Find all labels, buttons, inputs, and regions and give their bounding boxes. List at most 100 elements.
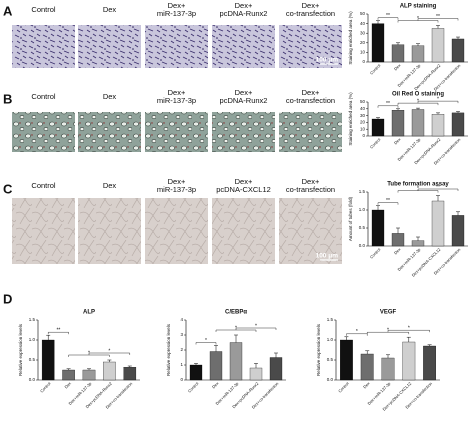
significance-bracket	[387, 330, 430, 333]
bar	[451, 215, 465, 247]
y-tick-label: 4	[180, 317, 183, 322]
column-label: Dex+	[168, 177, 186, 186]
y-tick-label: 10	[360, 126, 366, 131]
panel-letter: C	[3, 181, 13, 196]
x-tick-label: Control	[369, 63, 382, 76]
column-label: Dex+	[302, 1, 320, 10]
bar	[62, 369, 75, 381]
significance-label: *	[356, 329, 358, 335]
significance-label: **	[56, 328, 60, 334]
significance-bracket	[377, 17, 399, 20]
x-tick-label: Control	[187, 381, 200, 394]
bar	[391, 233, 405, 247]
x-tick-label: Dex	[362, 381, 371, 390]
y-tick-label: 30	[360, 30, 366, 35]
column-label: Dex+	[168, 1, 186, 10]
bar	[381, 357, 395, 381]
column-label: Dex+	[235, 177, 253, 186]
x-tick-label: Control	[369, 137, 382, 150]
micrograph	[12, 112, 75, 152]
significance-bracket	[346, 333, 368, 336]
bar	[41, 339, 55, 381]
significance-label: *	[108, 348, 110, 354]
column-label: miR-137-3p	[157, 185, 196, 194]
y-tick-label: 40	[360, 106, 366, 111]
y-tick-label: 30	[360, 113, 366, 118]
bar	[123, 367, 137, 381]
micrograph	[12, 25, 75, 68]
micrograph	[145, 112, 208, 152]
bar	[423, 345, 436, 381]
significance-bracket	[88, 352, 130, 355]
y-axis-label: Staining enriched area (%)	[348, 92, 353, 146]
column-label: pcDNA-Runx2	[220, 9, 268, 18]
significance-bracket	[417, 188, 459, 191]
bar	[451, 112, 465, 137]
bar	[402, 341, 416, 381]
column-label: Dex+	[302, 177, 320, 186]
significance-bracket	[195, 342, 217, 345]
y-tick-label: 50	[360, 99, 366, 104]
micrograph	[279, 198, 342, 264]
bar	[391, 44, 405, 63]
bar	[82, 369, 96, 381]
column-label: Control	[31, 92, 56, 101]
y-tick-label: 20	[360, 120, 366, 125]
micrograph	[12, 198, 75, 264]
significance-label: **	[386, 198, 390, 204]
column-label: Dex	[103, 5, 117, 14]
y-tick-label: 1.5	[359, 189, 366, 194]
y-tick-label: 0.5	[29, 357, 36, 362]
bar	[360, 353, 374, 381]
chart-title: C/EBPα	[225, 310, 247, 316]
column-label: co-transfection	[286, 185, 335, 194]
panel-letter: B	[3, 91, 12, 106]
y-tick-label: 0.0	[29, 377, 36, 382]
x-tick-label: Control	[369, 247, 382, 260]
bar	[229, 342, 243, 381]
chart-title: Tube formation assay	[387, 182, 449, 188]
micrograph	[212, 198, 275, 264]
bar	[371, 118, 385, 137]
significance-bracket	[417, 18, 459, 21]
x-tick-label: Dex	[63, 381, 72, 390]
y-tick-label: 1.0	[327, 337, 334, 342]
x-tick-label: Dex	[393, 247, 402, 256]
significance-label: **	[436, 14, 440, 20]
y-tick-label: 1.0	[359, 207, 366, 212]
y-tick-label: 1.0	[29, 337, 36, 342]
y-tick-label: 20	[360, 40, 366, 45]
micrograph	[279, 25, 342, 68]
significance-bracket	[377, 202, 399, 205]
y-tick-label: 0.0	[327, 377, 334, 382]
bar	[391, 110, 405, 137]
significance-label: *	[255, 323, 257, 329]
bar	[269, 357, 283, 381]
bar	[340, 339, 353, 381]
micrograph	[78, 25, 141, 68]
panel-letter: A	[3, 3, 13, 18]
chart-title: VEGF	[380, 310, 397, 316]
significance-label: *	[205, 338, 207, 344]
micrograph	[145, 25, 208, 68]
significance-label: **	[436, 184, 440, 190]
y-axis-label: Amount of tubes (fold)	[348, 196, 353, 241]
bar	[431, 114, 445, 137]
y-axis-label: Relative expression levels	[166, 323, 171, 376]
y-axis-label: Staining enriched area (%)	[348, 11, 353, 65]
column-label: miR-137-3p	[157, 96, 196, 105]
bar	[431, 28, 445, 63]
column-label: pcDNA-Runx2	[220, 96, 268, 105]
column-label: Dex	[103, 92, 117, 101]
bar	[411, 240, 425, 247]
y-axis-label: Relative expression levels	[316, 323, 321, 376]
column-label: Control	[31, 5, 56, 14]
micrograph	[78, 112, 141, 152]
panel-letter: D	[3, 291, 12, 306]
significance-label: **	[386, 101, 390, 107]
y-tick-label: 2	[180, 347, 183, 352]
significance-bracket	[235, 327, 277, 330]
bar	[103, 361, 116, 381]
column-label: Dex	[103, 181, 117, 190]
